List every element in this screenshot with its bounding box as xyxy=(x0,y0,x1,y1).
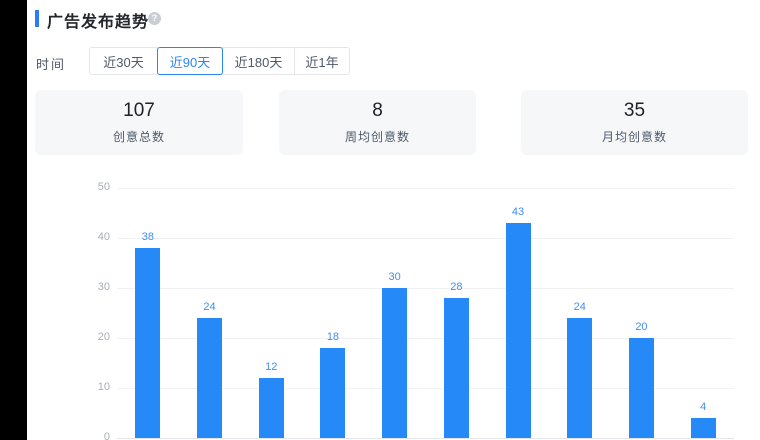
bar-8[interactable] xyxy=(567,318,593,438)
bar-value-label-3: 12 xyxy=(265,361,278,373)
bar-5[interactable] xyxy=(382,288,408,438)
bar-value-label-1: 38 xyxy=(141,231,154,243)
stat-label: 创意总数 xyxy=(112,130,165,145)
bar-value-label-4: 18 xyxy=(326,331,340,343)
stat-card-创意总数: 107 创意总数 xyxy=(35,90,243,155)
bar-7[interactable] xyxy=(505,223,531,438)
left-black-strip xyxy=(0,0,27,440)
time-range-button-group: 近30天 近90天 近180天 近1年 xyxy=(89,47,350,75)
bar-9[interactable] xyxy=(628,338,654,438)
y-tick-label-50: 50 xyxy=(97,181,110,193)
y-tick-label-40: 40 xyxy=(97,231,110,243)
gridline-y0 xyxy=(117,438,734,439)
bar-value-label-10: 4 xyxy=(700,401,707,413)
bar-2[interactable] xyxy=(197,318,223,438)
bar-value-label-5: 30 xyxy=(388,271,401,283)
stat-card-月均创意数: 35 月均创意数 xyxy=(521,90,748,155)
y-tick-label-20: 20 xyxy=(97,331,110,343)
time-range-button-近1年[interactable]: 近1年 xyxy=(294,47,350,75)
help-icon[interactable]: ? xyxy=(148,12,161,25)
bar-6[interactable] xyxy=(443,298,469,438)
bar-3[interactable] xyxy=(258,378,284,438)
time-range-button-近180天[interactable]: 近180天 xyxy=(222,47,295,75)
time-range-button-近90天[interactable]: 近90天 xyxy=(157,47,223,75)
stat-label: 周均创意数 xyxy=(344,130,410,145)
bar-10[interactable] xyxy=(690,418,716,438)
stat-value: 8 xyxy=(372,99,383,121)
stat-value: 107 xyxy=(123,99,155,121)
time-filter-label: 时间 xyxy=(36,57,67,72)
bar-value-label-9: 20 xyxy=(635,321,648,333)
bar-value-label-6: 28 xyxy=(450,281,463,293)
stat-card-周均创意数: 8 周均创意数 xyxy=(279,90,476,155)
bar-4[interactable] xyxy=(320,348,346,438)
title-accent-bar xyxy=(35,10,39,27)
y-tick-label-0: 0 xyxy=(103,431,110,440)
gridline-y50 xyxy=(117,188,734,189)
y-tick-label-30: 30 xyxy=(97,281,110,293)
bar-value-label-2: 24 xyxy=(203,301,216,313)
stat-label: 月均创意数 xyxy=(601,130,667,145)
page-title: 广告发布趋势 xyxy=(47,14,150,31)
time-range-button-近30天[interactable]: 近30天 xyxy=(89,47,158,75)
bar-value-label-8: 24 xyxy=(573,301,586,313)
stat-value: 35 xyxy=(623,99,646,121)
gridline-y30 xyxy=(117,288,734,289)
gridline-y40 xyxy=(117,238,734,239)
bar-1[interactable] xyxy=(135,248,161,438)
bar-value-label-7: 43 xyxy=(511,206,525,218)
y-tick-label-10: 10 xyxy=(97,381,110,393)
